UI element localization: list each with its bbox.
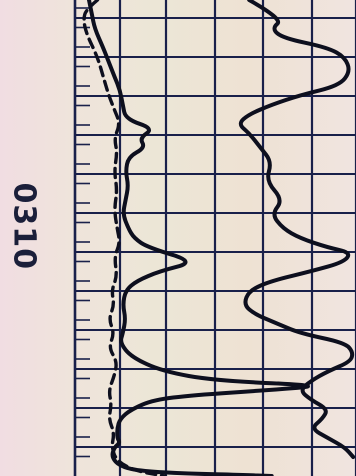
- side-label: 0310: [6, 182, 42, 271]
- series-line-3: [238, 0, 356, 459]
- series-line-2: [82, 0, 167, 476]
- series-line-1: [87, 0, 310, 476]
